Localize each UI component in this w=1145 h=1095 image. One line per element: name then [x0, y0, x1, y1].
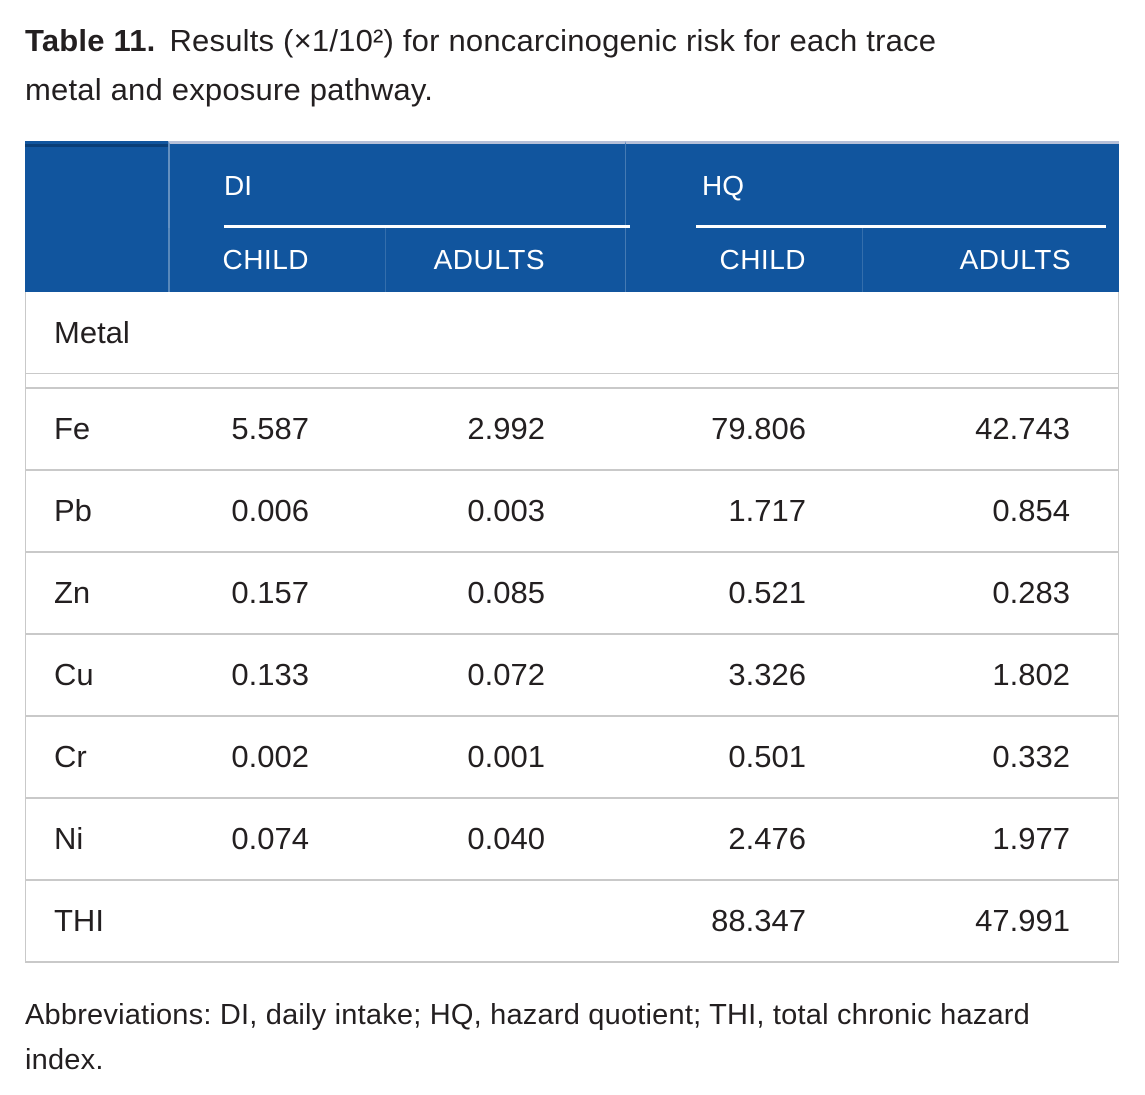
table-row-cu: Cu 0.133 0.072 3.326 1.802: [26, 635, 1118, 717]
value-cell: 0.332: [992, 739, 1070, 774]
header-col-hq-adults: ADULTS: [862, 228, 1119, 292]
value-cell: 0.085: [467, 575, 545, 610]
metal-label-cell: Pb: [54, 493, 92, 528]
value-cell: 79.806: [711, 411, 806, 446]
header-col-hq-child: CHILD: [625, 228, 862, 292]
value-cell: 88.347: [711, 903, 806, 938]
value-cell: 3.326: [728, 657, 806, 692]
metal-label-cell: Cr: [54, 739, 87, 774]
table-caption-text-line2: metal and exposure pathway.: [25, 72, 434, 107]
value-cell: 1.717: [728, 493, 806, 528]
header-group-di-label: DI: [224, 170, 252, 201]
table-row-ni: Ni 0.074 0.040 2.476 1.977: [26, 799, 1118, 881]
metal-label-cell: THI: [54, 903, 104, 938]
table-caption-label: Table 11.: [25, 23, 156, 58]
section-label: Metal: [54, 314, 130, 350]
value-cell: 0.521: [728, 575, 806, 610]
value-cell: 0.283: [992, 575, 1070, 610]
value-cell: 0.002: [231, 739, 309, 774]
results-table: DI HQ CHILD ADULTS CHILD ADULTS Metal: [25, 141, 1119, 963]
value-cell: 2.992: [467, 411, 545, 446]
table-row-cr: Cr 0.002 0.001 0.501 0.332: [26, 717, 1118, 799]
table-caption: Table 11. Results (×1/10²) for noncarcino…: [25, 16, 1095, 114]
value-cell: 0.133: [231, 657, 309, 692]
header-group-hq-underline: [696, 225, 1106, 228]
value-cell: 0.003: [467, 493, 545, 528]
value-cell: 0.074: [231, 821, 309, 856]
table-header: DI HQ CHILD ADULTS CHILD ADULTS: [25, 141, 1119, 292]
table-body-rows: Fe 5.587 2.992 79.806 42.743 Pb 0.006 0.003 1.71…: [26, 389, 1118, 963]
table-row-zn: Zn 0.157 0.085 0.521 0.283: [26, 553, 1118, 635]
section-divider: [26, 374, 1118, 389]
section-row-metal: Metal: [26, 292, 1118, 374]
value-cell: 2.476: [728, 821, 806, 856]
table-caption-text-line1: Results (×1/10²) for noncarcinogenic ris…: [169, 23, 937, 58]
header-group-hq-label: HQ: [702, 170, 744, 201]
metal-label-cell: Ni: [54, 821, 84, 856]
metal-label-cell: Fe: [54, 411, 91, 446]
value-cell: 42.743: [975, 411, 1070, 446]
footnote-line1: Abbreviations: DI, daily intake; HQ, haz…: [25, 999, 1030, 1031]
table-row-thi: THI 88.347 47.991: [26, 881, 1118, 963]
value-cell: 0.040: [467, 821, 545, 856]
metal-label-cell: Cu: [54, 657, 94, 692]
header-group-di: DI: [168, 141, 630, 228]
table-header-columns-row: CHILD ADULTS CHILD ADULTS: [25, 228, 1119, 292]
header-group-di-underline: [224, 225, 630, 228]
value-cell: 0.157: [231, 575, 309, 610]
value-cell: 0.854: [992, 493, 1070, 528]
table-row-fe: Fe 5.587 2.992 79.806 42.743: [26, 389, 1118, 471]
footnote-line2: index.: [25, 1044, 104, 1076]
header-empty-cell: [25, 228, 168, 292]
value-cell: 0.501: [728, 739, 806, 774]
table-body: Metal Fe 5.587 2.992 79.806 42.743 Pb 0.006 0.0…: [25, 292, 1119, 963]
header-col-di-child: CHILD: [168, 228, 385, 292]
value-cell: 47.991: [975, 903, 1070, 938]
value-cell: 0.001: [467, 739, 545, 774]
table-row-pb: Pb 0.006 0.003 1.717 0.854: [26, 471, 1118, 553]
value-cell: 1.977: [992, 821, 1070, 856]
value-cell: 5.587: [231, 411, 309, 446]
header-corner-cell: [25, 144, 168, 228]
metal-label-cell: Zn: [54, 575, 91, 610]
header-col-di-adults: ADULTS: [385, 228, 625, 292]
value-cell: 1.802: [992, 657, 1070, 692]
value-cell: 0.006: [231, 493, 309, 528]
table-header-groups-row: DI HQ: [25, 141, 1119, 228]
table-footnote: Abbreviations: DI, daily intake; HQ, haz…: [25, 993, 1100, 1083]
value-cell: 0.072: [467, 657, 545, 692]
header-group-hq: HQ: [625, 141, 1119, 228]
